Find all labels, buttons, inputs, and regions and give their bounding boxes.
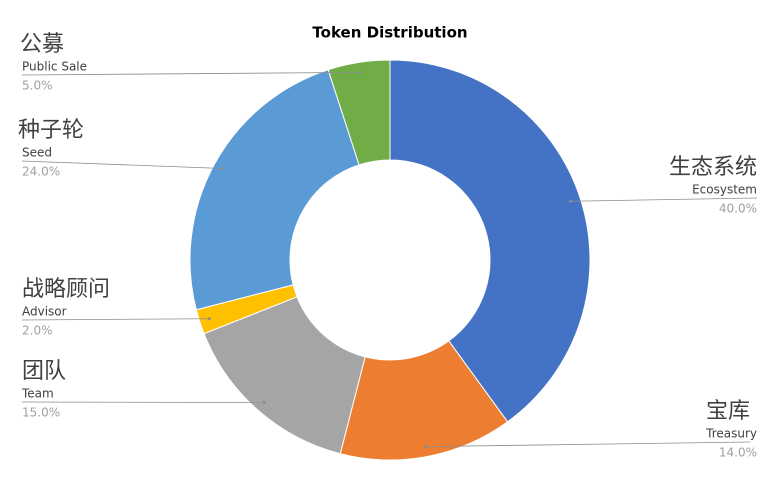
label-zh: 战略顾问 — [22, 277, 110, 302]
label-zh: 宝库 — [706, 399, 750, 424]
leader-line — [21, 401, 265, 403]
value-label: 14.0% — [719, 446, 757, 460]
label-zh: 团队 — [22, 359, 66, 384]
leader-line — [425, 441, 751, 448]
leader-dot — [207, 317, 211, 321]
label-zh: 种子轮 — [18, 118, 84, 143]
leader-line — [21, 71, 361, 76]
label-en: Seed — [22, 146, 52, 160]
label-en: Ecosystem — [692, 183, 757, 197]
leader-line — [570, 197, 758, 202]
chart-title: Token Distribution — [312, 24, 467, 42]
leader-dot — [262, 401, 266, 405]
value-label: 40.0% — [719, 202, 757, 216]
donut-slice — [189, 69, 360, 311]
leader-dot — [569, 199, 573, 203]
leader-line — [21, 318, 210, 321]
value-label: 15.0% — [22, 406, 60, 420]
donut-slice — [389, 59, 591, 423]
leader-line — [21, 160, 224, 169]
label-en: Public Sale — [22, 60, 87, 74]
label-en: Team — [21, 387, 54, 401]
label-en: Advisor — [22, 305, 67, 319]
value-label: 24.0% — [22, 165, 60, 179]
label-zh: 公募 — [20, 32, 64, 57]
leader-dot — [222, 166, 226, 170]
leader-dot — [358, 70, 362, 74]
label-zh: 生态系统 — [669, 155, 757, 180]
donut-slice — [327, 59, 391, 166]
label-en: Treasury — [705, 427, 757, 441]
leader-dot — [424, 445, 428, 449]
value-label: 5.0% — [22, 79, 53, 93]
value-label: 2.0% — [22, 324, 53, 338]
